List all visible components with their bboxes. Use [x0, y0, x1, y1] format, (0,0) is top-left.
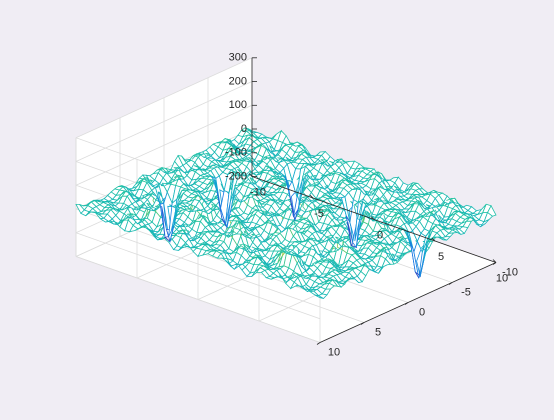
x-tick-label: -10 — [250, 186, 266, 198]
x-tick-label: 5 — [438, 251, 444, 263]
y-tick-label: -10 — [502, 266, 518, 278]
z-tick-label: -200 — [225, 170, 247, 182]
z-tick-label: 300 — [229, 52, 247, 64]
z-tick-label: 0 — [241, 123, 247, 135]
y-tick-label: 0 — [419, 306, 425, 318]
y-tick-label: 10 — [328, 346, 340, 358]
z-tick-label: -100 — [225, 147, 247, 159]
y-tick-label: 5 — [375, 326, 381, 338]
x-tick-label: 0 — [377, 229, 383, 241]
z-tick-label: 100 — [229, 99, 247, 111]
y-tick — [317, 343, 320, 345]
x-tick-label: -5 — [314, 208, 324, 220]
y-tick-label: -5 — [461, 286, 471, 298]
z-tick-label: 200 — [229, 75, 247, 87]
